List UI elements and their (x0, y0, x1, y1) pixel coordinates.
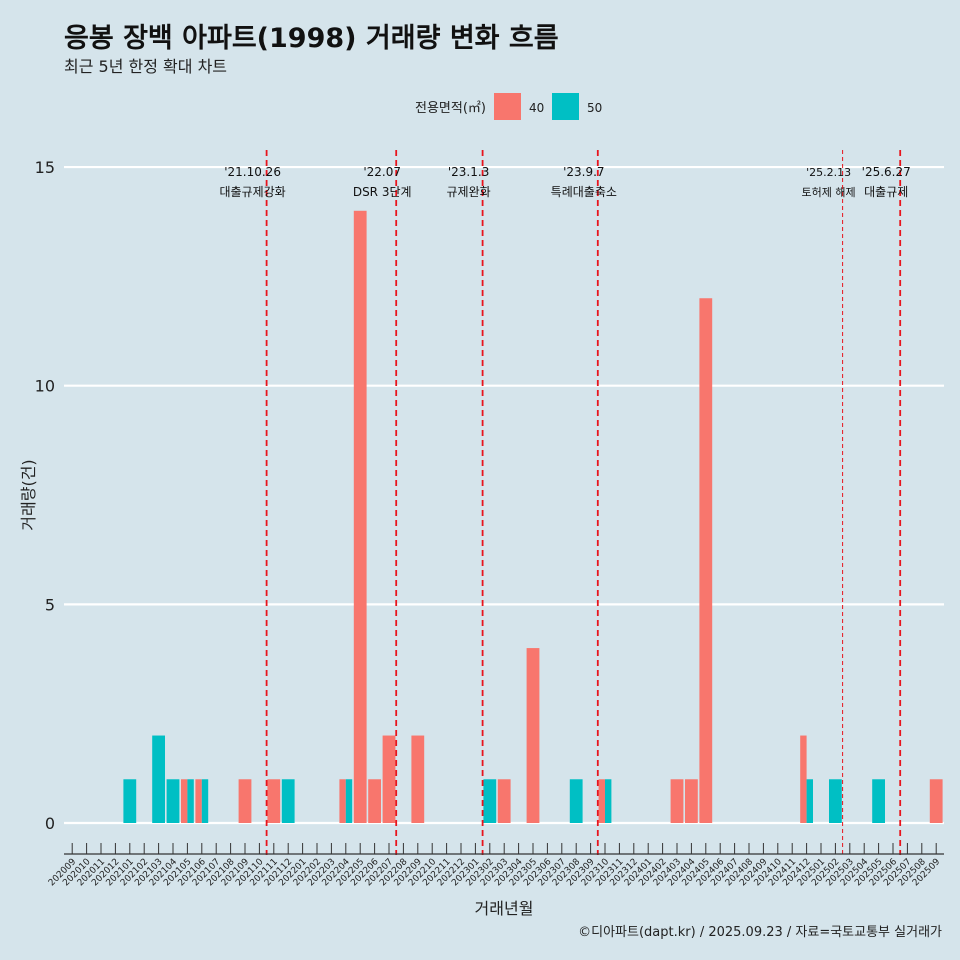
bars (123, 210, 943, 823)
bar-40-202209 (411, 735, 425, 823)
legend-label-50: 50 (587, 101, 602, 115)
event-label: 대출규제 (864, 185, 908, 199)
bar-40-202109 (238, 779, 252, 823)
bar-40-202403 (670, 779, 684, 823)
event-label: 토허제 해제 (802, 185, 856, 199)
bar-40-202310 (598, 779, 605, 823)
y-gridlines (64, 165, 944, 825)
event-lines: '21.10.26 대출규제강화 '22.07 DSR 3단계 '23.1.3 규제완화 '… (219, 150, 911, 855)
event-label: 대출규제강화 (219, 185, 285, 199)
y-tick-labels: 0 5 10 15 (35, 158, 55, 833)
event-date: '23.1.3 (448, 165, 489, 179)
bar-50-202103 (152, 735, 165, 823)
legend-swatch-40 (494, 93, 521, 120)
bar-40-202207 (382, 735, 396, 823)
chart-subtitle: 최근 5년 한정 확대 차트 (64, 57, 228, 76)
bar-50-202302 (483, 779, 497, 823)
event-date: '25.2.13 (806, 166, 851, 179)
x-axis: 2020092020102020112020122021012021022021… (47, 843, 944, 888)
bar-40-202204 (339, 779, 346, 823)
event-label: DSR 3단계 (353, 185, 412, 199)
bar-40-202405 (699, 298, 713, 823)
legend-title: 전용면적(㎡) (415, 101, 486, 116)
y-tick-label: 15 (35, 158, 55, 177)
event-date: '22.07 (363, 165, 401, 179)
bar-40-202205 (353, 210, 367, 823)
bar-50-202204 (345, 779, 353, 823)
bar-50-202310 (605, 779, 612, 823)
bar-50-202101 (123, 779, 137, 823)
event-date: '25.6.27 (862, 165, 911, 179)
bar-50-202412 (806, 779, 813, 823)
bar-50-202112 (281, 779, 295, 823)
event-date: '23.9.7 (563, 165, 604, 179)
caption: ©디아파트(dapt.kr) / 2025.09.23 / 자료=국토교통부 실… (578, 925, 942, 940)
bar-50-202106 (201, 779, 209, 823)
legend-swatch-50 (552, 93, 579, 120)
y-tick-label: 0 (45, 814, 55, 833)
bar-40-202305 (526, 648, 540, 823)
bar-50-202104 (166, 779, 180, 823)
bar-50-202505 (872, 779, 885, 823)
legend: 전용면적(㎡) 40 50 (415, 93, 602, 120)
bar-40-202111 (267, 779, 281, 823)
y-tick-label: 10 (35, 377, 55, 396)
y-tick-label: 5 (45, 595, 55, 614)
event-date: '21.10.26 (224, 165, 281, 179)
bar-40-202303 (497, 779, 511, 823)
bar-40-202509 (929, 779, 943, 823)
y-axis-title: 거래량(건) (19, 459, 38, 530)
bar-40-202106 (195, 779, 202, 823)
event-label: 특례대출축소 (551, 185, 617, 199)
bar-50-202308 (569, 779, 583, 823)
bar-50-202502 (829, 779, 842, 823)
event-label: 규제완화 (447, 185, 491, 199)
bar-40-202105 (181, 779, 188, 823)
chart-title: 응봉 장백 아파트(1998) 거래량 변화 흐름 (64, 23, 559, 54)
bar-50-202105 (187, 779, 194, 823)
bar-40-202412 (800, 735, 807, 823)
x-axis-title: 거래년월 (475, 899, 534, 918)
legend-label-40: 40 (529, 101, 544, 115)
bar-40-202206 (368, 779, 381, 823)
bar-40-202404 (685, 779, 698, 823)
